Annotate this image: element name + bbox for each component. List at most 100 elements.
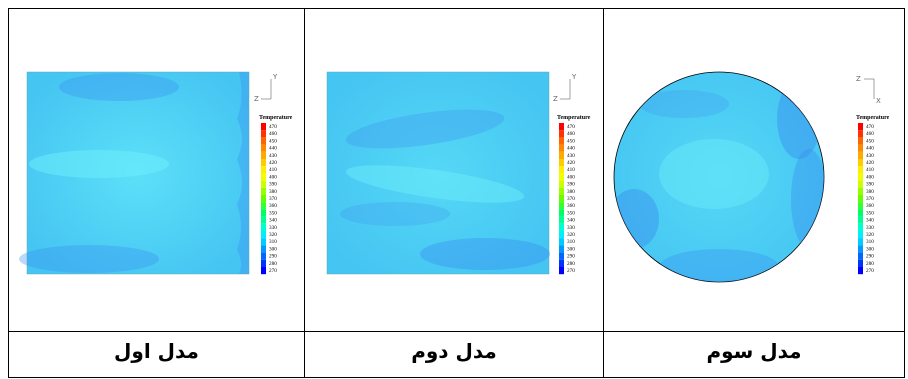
legend-tick-label: 280 — [269, 261, 277, 267]
caption-model-1: مدل اول — [114, 338, 199, 363]
legend-tick-label: 300 — [567, 246, 575, 252]
legend-swatch — [858, 252, 863, 260]
legend-swatch — [261, 151, 266, 159]
legend-swatch — [261, 173, 266, 181]
legend-swatch — [858, 209, 863, 217]
caption-model-3: مدل سوم — [706, 338, 802, 363]
legend-swatch — [261, 223, 266, 231]
legend-tick-label: 430 — [269, 153, 277, 159]
legend-tick-label: 440 — [866, 146, 874, 152]
axis-label-horizontal: Z — [856, 75, 861, 83]
legend-swatch — [559, 159, 564, 167]
cool-region — [19, 245, 159, 273]
legend-swatch — [559, 195, 564, 203]
legend-tick-label: 380 — [269, 189, 277, 195]
legend-tick-label: 390 — [567, 182, 575, 188]
legend-swatch — [858, 151, 863, 159]
legend-tick-label: 290 — [269, 254, 277, 260]
legend-tick-label: 420 — [269, 160, 277, 166]
legend-swatch — [559, 202, 564, 210]
row-divider — [9, 331, 904, 332]
legend-tick-label: 400 — [269, 174, 277, 180]
legend-tick-label: 290 — [866, 254, 874, 260]
legend-swatch — [559, 223, 564, 231]
axis-label-vertical: Y — [272, 73, 278, 81]
legend-swatch — [559, 130, 564, 138]
legend-title: Temperature — [557, 115, 591, 121]
warm-region — [345, 165, 525, 203]
legend-tick-label: 400 — [866, 174, 874, 180]
legend-tick-label: 440 — [269, 146, 277, 152]
legend-tick-label: 340 — [866, 218, 874, 224]
cool-region — [614, 189, 659, 249]
legend-swatch — [858, 144, 863, 152]
panel-model-2: Y Z Temperature 470 460 450 440 430 420 410 400… — [305, 9, 603, 339]
contour-field — [326, 71, 550, 275]
legend-swatch — [559, 259, 564, 267]
legend-tick-label: 410 — [866, 167, 874, 173]
legend-tick-label: 350 — [567, 210, 575, 216]
legend-swatch — [261, 180, 266, 188]
legend-swatch — [858, 267, 863, 275]
legend-tick-label: 300 — [269, 246, 277, 252]
legend-tick-label: 400 — [567, 174, 575, 180]
legend-swatch — [261, 144, 266, 152]
legend-tick-label: 380 — [567, 189, 575, 195]
legend-tick-label: 430 — [866, 153, 874, 159]
legend-swatch — [858, 245, 863, 253]
legend-swatch — [858, 180, 863, 188]
legend-swatch — [559, 123, 564, 131]
legend-swatch — [858, 223, 863, 231]
axis-triad: Y Z — [553, 73, 577, 103]
legend-tick-label: 330 — [567, 225, 575, 231]
contour-field — [613, 71, 825, 283]
legend-tick-label: 390 — [269, 182, 277, 188]
legend-swatch — [559, 231, 564, 239]
legend-swatch — [559, 180, 564, 188]
legend-swatch — [559, 187, 564, 195]
legend-title: Temperature — [856, 115, 890, 121]
panel-model-1: Y Z Temperature 470 460 450 440 430 420 410 400… — [9, 9, 304, 339]
legend-swatch — [261, 123, 266, 131]
axis-triad: Y Z — [254, 73, 278, 103]
warm-region — [659, 139, 769, 209]
legend-swatch — [261, 187, 266, 195]
legend-swatch — [559, 144, 564, 152]
legend-swatch — [559, 245, 564, 253]
legend-tick-label: 470 — [866, 124, 874, 130]
axis-label-horizontal: Z — [553, 95, 558, 103]
legend-swatch — [858, 173, 863, 181]
comparison-table: Y Z Temperature 470 460 450 440 430 420 410 400… — [8, 8, 905, 378]
legend-tick-label: 420 — [866, 160, 874, 166]
legend-tick-label: 350 — [269, 210, 277, 216]
legend-swatch — [559, 252, 564, 260]
legend-tick-label: 310 — [269, 239, 277, 245]
legend-swatch — [858, 238, 863, 246]
legend-tick-label: 460 — [567, 131, 575, 137]
legend-swatch — [858, 123, 863, 131]
legend-tick-label: 380 — [866, 189, 874, 195]
legend-tick-label: 300 — [866, 246, 874, 252]
legend-tick-label: 450 — [269, 138, 277, 144]
legend-swatch — [559, 151, 564, 159]
cool-region — [639, 90, 729, 118]
legend-tick-label: 370 — [269, 196, 277, 202]
legend-swatch — [858, 259, 863, 267]
legend-swatch — [858, 166, 863, 174]
cool-region — [345, 109, 505, 149]
legend-swatch — [858, 202, 863, 210]
axis-label-horizontal: Z — [254, 95, 259, 103]
legend-tick-label: 410 — [269, 167, 277, 173]
legend-swatch — [559, 137, 564, 145]
legend-tick-label: 280 — [567, 261, 575, 267]
legend-swatch — [858, 216, 863, 224]
legend-swatch — [559, 166, 564, 174]
legend-swatch — [261, 159, 266, 167]
legend-tick-label: 470 — [269, 124, 277, 130]
caption-model-2: مدل دوم — [411, 338, 497, 363]
